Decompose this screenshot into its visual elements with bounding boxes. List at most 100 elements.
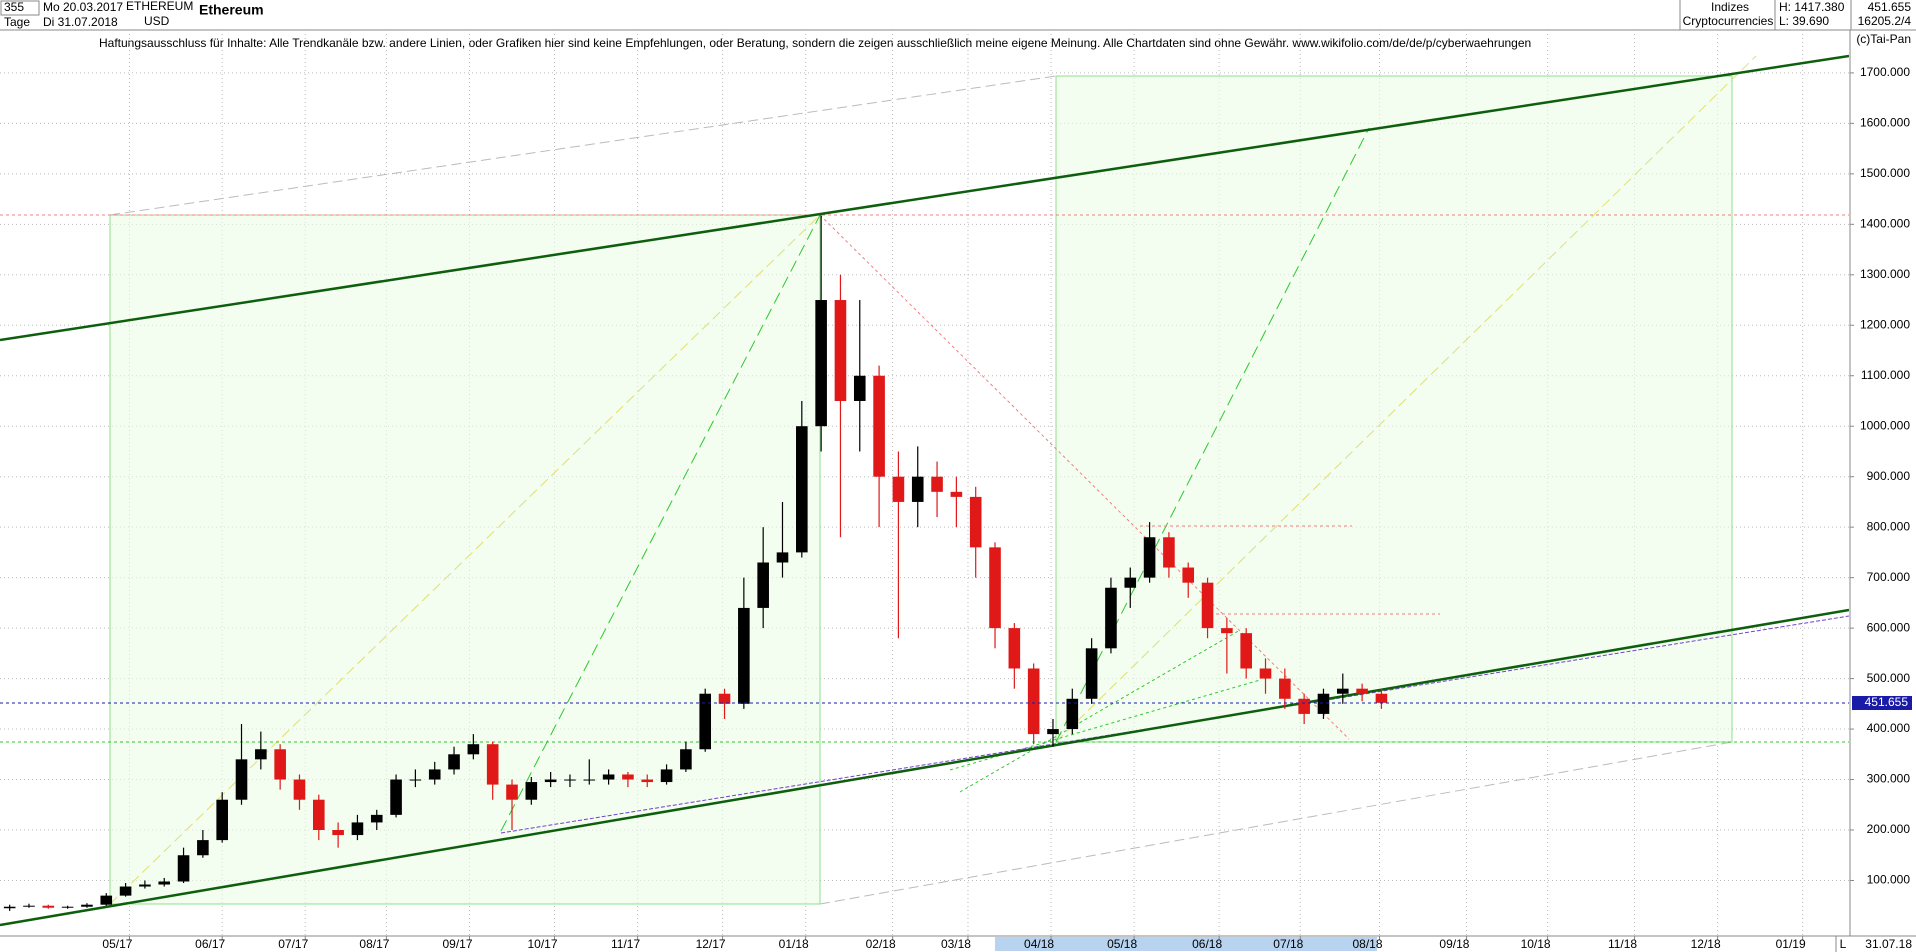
y-tick-label: 1200.000 [1860,317,1910,331]
candle-body [370,814,383,823]
candle-body [564,779,576,781]
candle-body [1182,567,1195,583]
x-tick-label: 07/18 [1273,937,1303,951]
x-tick-label: 07/17 [278,937,308,951]
candle-body [911,476,924,502]
x-tick-label: 11/18 [1608,937,1637,951]
x-range-highlight [995,937,1377,951]
x-tick-label: 12/17 [696,937,726,951]
y-tick-label: 500.000 [1867,671,1911,685]
y-tick-label: 1300.000 [1860,267,1910,281]
y-tick-label: 1700.000 [1860,65,1910,79]
y-tick-label: 1400.000 [1860,216,1910,230]
candle-body [602,774,615,780]
candle-body [1027,668,1040,735]
candle-body [969,496,982,548]
x-tick-label: 09/17 [442,937,472,951]
header-bar [0,0,1916,30]
start-date[interactable]: Mo 20.03.2017 [43,0,123,14]
projection-line [819,741,1733,905]
candle-body [1201,582,1214,629]
y-tick-label: 300.000 [1867,772,1911,786]
x-tick-label: 10/17 [527,937,557,951]
candle-body [1317,693,1330,714]
x-tick-label: 03/18 [941,937,971,951]
candle-body [622,774,634,780]
candle-body [989,547,1001,629]
x-tick-label: 11/17 [611,937,640,951]
market: Cryptocurrencies [1683,14,1774,28]
diagonal-line [1055,55,1757,743]
x-tick-label: 05/18 [1107,937,1137,951]
copyright: (c)Tai-Pan [1856,32,1911,46]
x-tick-label: 09/18 [1439,937,1469,951]
channel-lower [0,608,1849,927]
candle-body [815,300,827,427]
candle-body [680,749,692,770]
unit[interactable]: Tage [4,15,30,29]
candle-body [390,779,402,815]
candle-body [1259,668,1272,679]
x-tick-label: 06/18 [1192,937,1222,951]
candle-body [1008,628,1021,669]
y-tick-label: 900.000 [1867,469,1911,483]
y-tick-label: 1100.000 [1861,368,1910,382]
candle-body [197,840,209,856]
candle-body [583,779,596,781]
x-tick-label: 04/18 [1024,937,1054,951]
candle-body [42,905,55,908]
channel-line [500,615,1849,834]
candle-body [312,799,325,831]
candle-body [892,476,905,502]
candle-body [950,491,963,497]
candle-body [100,895,113,905]
x-tick-label: 01/19 [1776,937,1806,951]
candle-body [834,300,847,401]
candle-body [409,779,422,781]
candle-body [641,779,654,783]
y-tick-label: 200.000 [1867,822,1911,836]
candle-body [1336,688,1349,694]
y-tick-label: 1500.000 [1860,166,1910,180]
candle-body [506,784,518,800]
candle-body [23,905,35,907]
candle-body [351,822,364,836]
y-tick-label: 1000.000 [1860,418,1910,432]
candle-body [1143,537,1156,578]
candle-body [216,799,228,841]
y-tick-label: 600.000 [1867,620,1911,634]
down-trend [819,214,1350,740]
periods-box[interactable] [0,0,40,16]
y-tick-label: 1600.000 [1860,116,1910,130]
candle-body [699,693,712,750]
candle-body [873,375,885,477]
periods[interactable]: 355 [4,0,24,14]
candle-body [139,884,151,887]
candle-body [1279,678,1291,699]
candles [3,215,1388,911]
x-tick-label: 05/17 [102,937,132,951]
footer-mode: L [1840,937,1847,951]
y-tick-label: 400.000 [1867,721,1911,735]
candle-body [931,476,943,492]
footer-date: 31.07.18 [1865,937,1912,951]
candle-body [1047,729,1059,735]
candle-body [1221,628,1233,634]
candle-body [1356,688,1368,694]
end-date[interactable]: Di 31.07.2018 [43,15,118,29]
candle-body [486,744,499,785]
last-price-label: 451.655 [1865,695,1909,709]
x-tick-label: 08/18 [1352,937,1382,951]
candle-body [1085,648,1098,699]
candle-body [1105,587,1117,649]
high: H: 1417.380 [1779,0,1845,14]
channel-upper [0,54,1849,342]
x-tick-label: 01/18 [779,937,809,951]
last-price-box [1852,695,1912,710]
candle-body [467,744,480,755]
candle-body [1163,537,1175,568]
candle-body [177,855,190,882]
candle-body [158,881,171,885]
candle-body [718,693,731,704]
